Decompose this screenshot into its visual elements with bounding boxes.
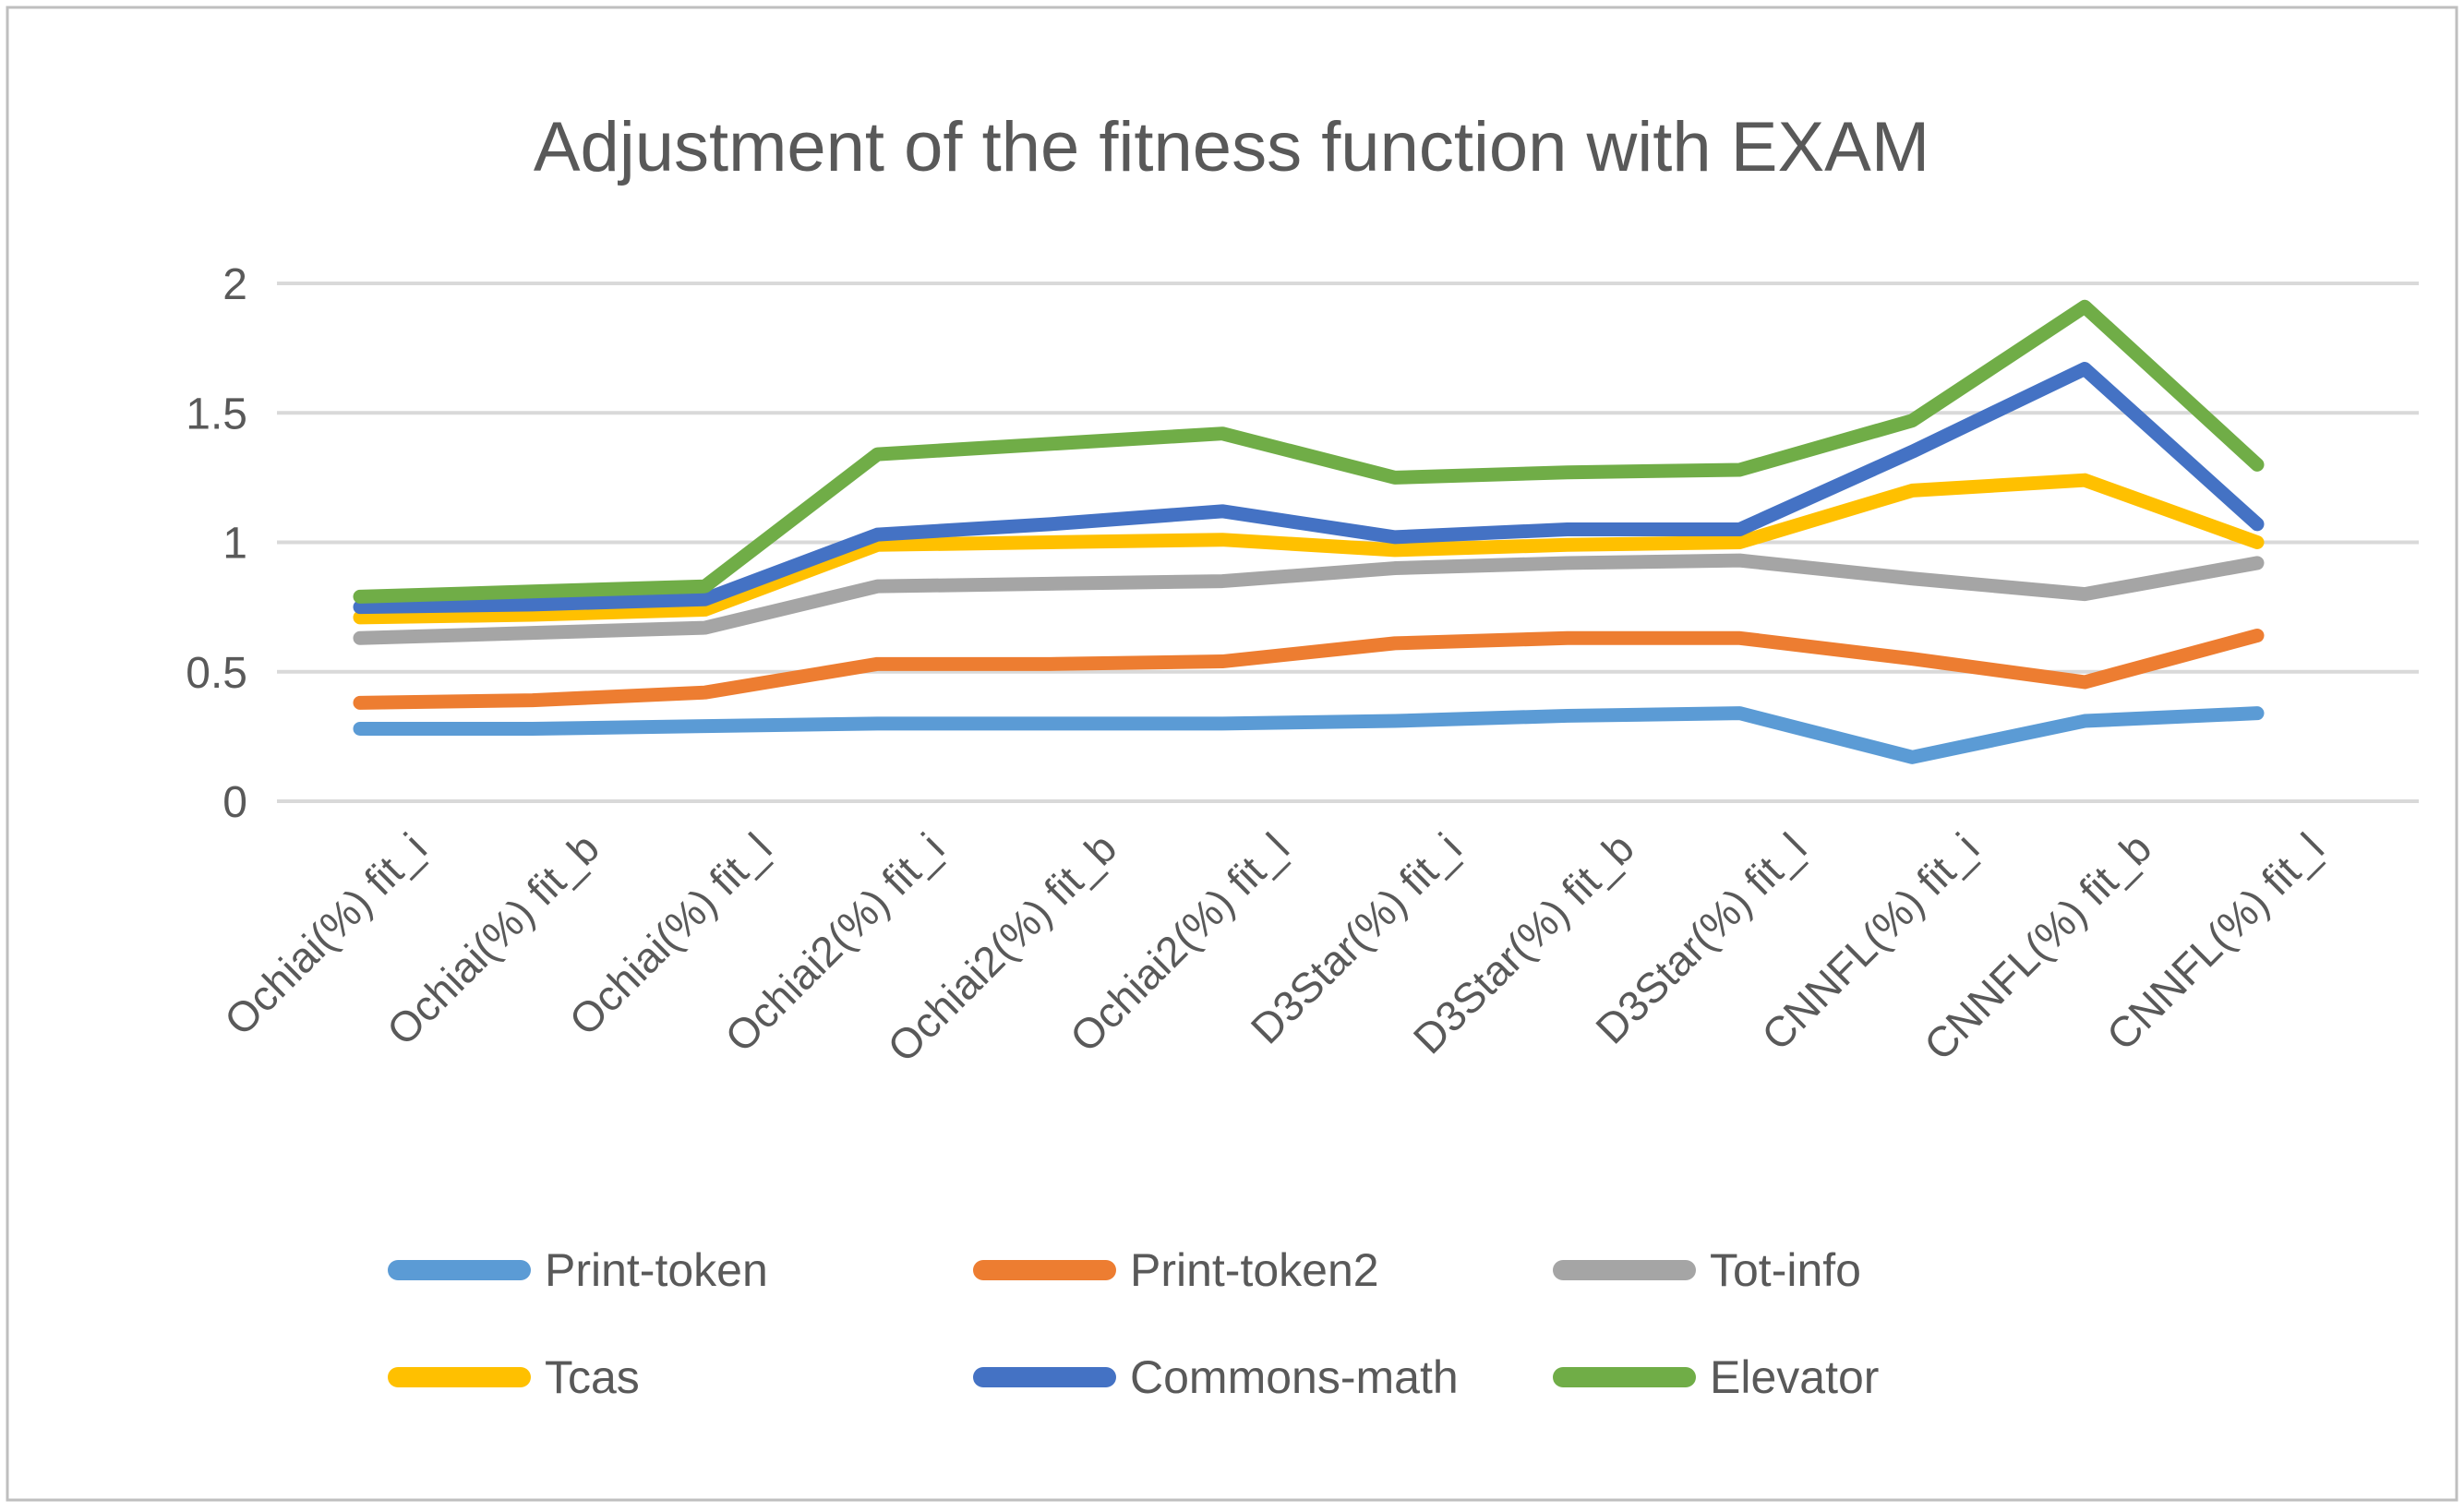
chart-border xyxy=(6,6,2458,1502)
legend-swatch-print-token2 xyxy=(973,1260,1116,1280)
legend-swatch-commons-math xyxy=(973,1367,1116,1387)
series-line-elevator xyxy=(353,299,2265,604)
y-axis-tick-label: 2 xyxy=(222,260,247,309)
chart-title: Adjustment of the fitness function with … xyxy=(534,108,1929,186)
y-axis-tick-label: 1.5 xyxy=(186,390,247,438)
legend-swatch-elevator xyxy=(1553,1367,1696,1387)
legend-label-tot-info: Tot-info xyxy=(1710,1244,1861,1296)
y-axis-tick-label: 1 xyxy=(222,520,247,569)
y-axis-tick-label: 0 xyxy=(222,778,247,827)
series-lines-group xyxy=(353,299,2265,764)
series-line-tcas xyxy=(353,473,2265,625)
y-axis-tick-label: 0.5 xyxy=(186,649,247,698)
legend-swatch-print-token xyxy=(388,1260,531,1280)
legend-label-elevator: Elevator xyxy=(1710,1351,1879,1403)
y-axis-labels-group: 0 0.5 1 1.5 2 xyxy=(186,260,247,827)
gridlines-group xyxy=(277,282,2419,803)
legend-label-commons-math: Commons-math xyxy=(1130,1351,1459,1403)
legend-label-print-token: Print-token xyxy=(545,1244,768,1296)
legend-swatch-tcas xyxy=(388,1367,531,1387)
legend-label-tcas: Tcas xyxy=(545,1351,640,1403)
legend-group: Print-token Print-token2 Tot-info Tcas Commo… xyxy=(388,1244,1879,1403)
series-line-commons-math xyxy=(353,362,2265,615)
legend-label-print-token2: Print-token2 xyxy=(1130,1244,1379,1296)
series-line-print-token xyxy=(353,706,2265,764)
series-line-print-token2 xyxy=(353,628,2265,710)
legend-swatch-tot-info xyxy=(1553,1260,1696,1280)
series-line-tot-info xyxy=(353,553,2265,645)
